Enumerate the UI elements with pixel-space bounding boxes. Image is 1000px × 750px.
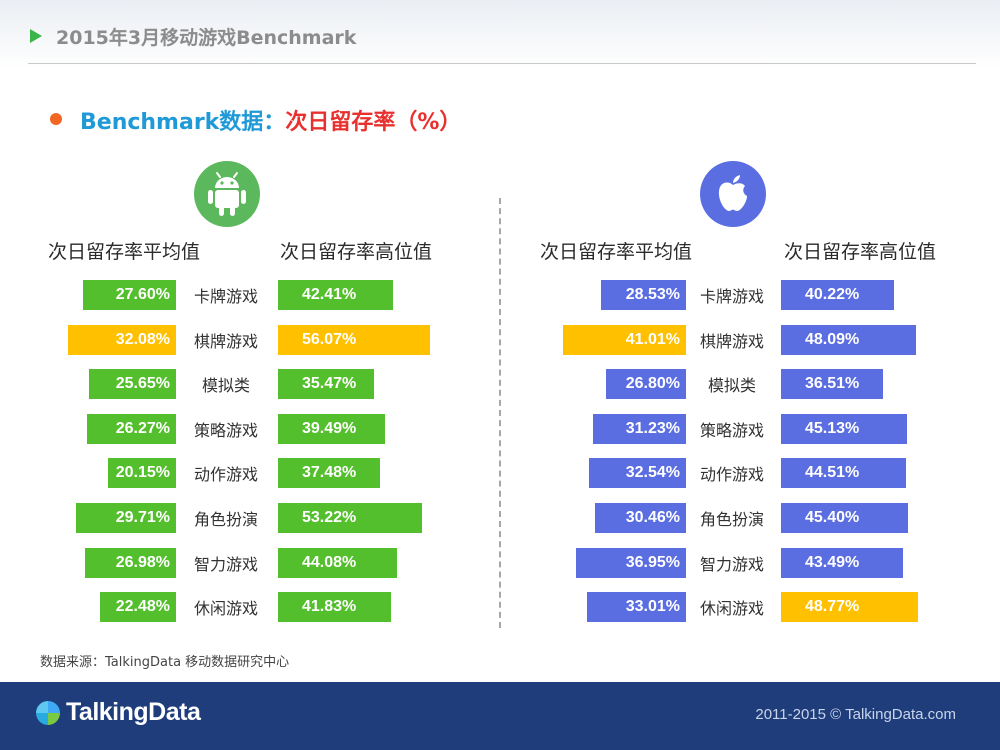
ios-avg-bar: 32.54% (589, 458, 686, 488)
android-category-label: 卡牌游戏 (193, 287, 258, 306)
android-high-bar: 35.47% (278, 369, 374, 399)
ios-category-label: 策略游戏 (699, 421, 764, 440)
ios-avg-bar: 26.80% (606, 369, 686, 399)
header-triangle-icon (30, 29, 42, 43)
talkingdata-logo-icon (34, 699, 62, 731)
section-title-part1: Benchmark数据： (80, 110, 286, 135)
android-category-label: 模拟类 (201, 376, 250, 395)
android-category-label: 智力游戏 (193, 555, 258, 574)
android-high-bar: 41.83% (278, 592, 391, 622)
section-title-part2: 次日留存率（%） (285, 110, 462, 135)
ios-high-bar: 48.09% (781, 325, 916, 355)
android-robot-icon (194, 161, 260, 227)
ios-category-label: 模拟类 (707, 376, 756, 395)
android-avg-bar: 20.15% (108, 458, 176, 488)
ios-avg-bar: 33.01% (587, 592, 686, 622)
android-high-bar: 56.07% (278, 325, 430, 355)
android-high-bar: 53.22% (278, 503, 422, 533)
android-high-bar: 44.08% (278, 548, 397, 578)
header-divider (28, 63, 976, 64)
ios-high-bar: 48.77% (781, 592, 918, 622)
android-category-label: 休闲游戏 (193, 599, 258, 618)
footer-bar (0, 682, 1000, 750)
ios-category-label: 卡牌游戏 (699, 287, 764, 306)
android-avg-bar: 26.27% (87, 414, 176, 444)
android-category-label: 策略游戏 (193, 421, 258, 440)
ios-high-bar: 45.13% (781, 414, 907, 444)
android-category-label: 动作游戏 (193, 465, 258, 484)
ios-category-label: 角色扮演 (699, 510, 764, 529)
footer-brand: TalkingData (66, 698, 201, 726)
android-high-bar: 39.49% (278, 414, 385, 444)
android-high-header: 次日留存率高位值 (280, 241, 433, 263)
ios-avg-bar: 30.46% (595, 503, 686, 533)
ios-high-bar: 36.51% (781, 369, 883, 399)
platform-divider (499, 198, 501, 628)
android-avg-bar: 25.65% (89, 369, 176, 399)
ios-avg-bar: 31.23% (593, 414, 686, 444)
ios-high-bar: 45.40% (781, 503, 908, 533)
android-avg-bar: 32.08% (68, 325, 176, 355)
source-note: 数据来源：TalkingData 移动数据研究中心 (40, 655, 290, 670)
android-avg-header: 次日留存率平均值 (48, 241, 201, 263)
ios-high-bar: 44.51% (781, 458, 906, 488)
android-category-label: 角色扮演 (193, 510, 258, 529)
ios-category-label: 棋牌游戏 (699, 332, 764, 351)
android-avg-bar: 27.60% (83, 280, 176, 310)
android-avg-bar: 22.48% (100, 592, 176, 622)
android-avg-bar: 29.71% (76, 503, 176, 533)
ios-high-bar: 40.22% (781, 280, 894, 310)
bullet-dot-icon (50, 113, 62, 125)
android-avg-bar: 26.98% (85, 548, 176, 578)
ios-high-header: 次日留存率高位值 (784, 241, 937, 263)
footer-copyright: 2011-2015 © TalkingData.com (755, 706, 956, 723)
ios-avg-bar: 36.95% (576, 548, 686, 578)
ios-avg-bar: 28.53% (601, 280, 686, 310)
ios-avg-header: 次日留存率平均值 (540, 241, 693, 263)
android-high-bar: 42.41% (278, 280, 393, 310)
apple-logo-icon (700, 161, 766, 227)
ios-category-label: 智力游戏 (699, 555, 764, 574)
ios-category-label: 休闲游戏 (699, 599, 764, 618)
section-title: Benchmark数据：次日留存率（%） (80, 104, 461, 136)
page-title: 2015年3月移动游戏Benchmark (56, 27, 357, 49)
ios-avg-bar: 41.01% (563, 325, 686, 355)
android-category-label: 棋牌游戏 (193, 332, 258, 351)
android-high-bar: 37.48% (278, 458, 380, 488)
ios-category-label: 动作游戏 (699, 465, 764, 484)
ios-high-bar: 43.49% (781, 548, 903, 578)
